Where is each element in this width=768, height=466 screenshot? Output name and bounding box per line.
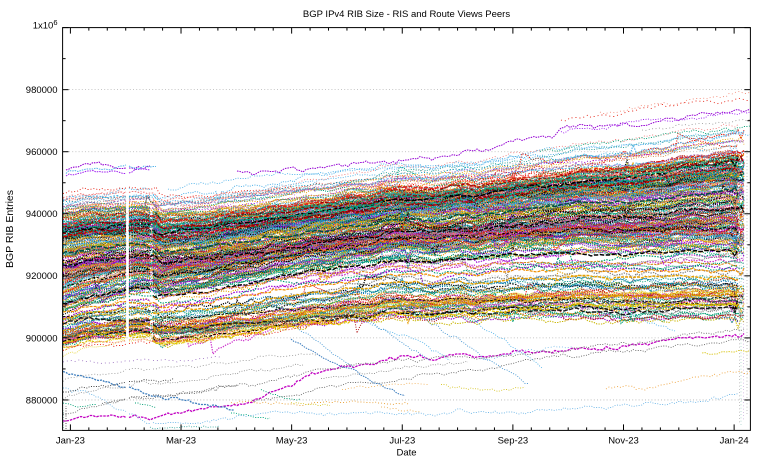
svg-text:Jan-23: Jan-23 bbox=[56, 436, 85, 447]
svg-text:1x106: 1x106 bbox=[33, 18, 58, 32]
svg-text:Sep-23: Sep-23 bbox=[498, 436, 529, 447]
svg-text:980000: 980000 bbox=[26, 85, 58, 96]
svg-text:May-23: May-23 bbox=[276, 436, 308, 447]
svg-text:Nov-23: Nov-23 bbox=[608, 436, 639, 447]
svg-text:BGP IPv4 RIB Size - RIS and Ro: BGP IPv4 RIB Size - RIS and Route Views … bbox=[303, 9, 510, 20]
svg-text:Jan-24: Jan-24 bbox=[720, 436, 749, 447]
svg-text:BGP RIB Entries: BGP RIB Entries bbox=[4, 190, 16, 268]
svg-text:Date: Date bbox=[396, 448, 416, 459]
svg-text:960000: 960000 bbox=[26, 147, 58, 158]
svg-text:Mar-23: Mar-23 bbox=[166, 436, 196, 447]
svg-text:880000: 880000 bbox=[26, 395, 58, 406]
svg-text:Jul-23: Jul-23 bbox=[389, 436, 415, 447]
svg-text:900000: 900000 bbox=[26, 333, 58, 344]
svg-text:920000: 920000 bbox=[26, 271, 58, 282]
svg-text:940000: 940000 bbox=[26, 209, 58, 220]
